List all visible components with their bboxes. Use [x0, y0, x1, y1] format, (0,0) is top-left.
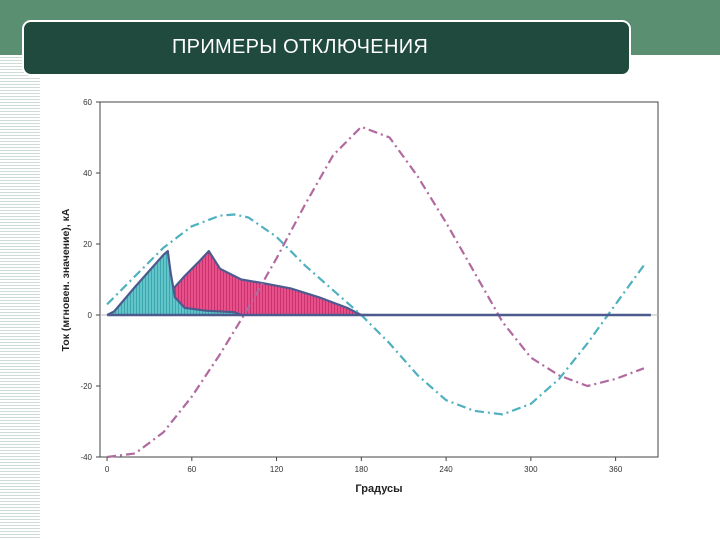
y-tick-label: 60: [83, 98, 92, 107]
y-tick-label: -40: [80, 453, 92, 462]
x-tick-label: 120: [270, 465, 284, 474]
x-tick-label: 360: [609, 465, 623, 474]
y-tick-label: 20: [83, 240, 92, 249]
series-teal-outline: [106, 250, 242, 317]
y-tick-label: 40: [83, 169, 92, 178]
series-purple-dashdot: [106, 125, 645, 459]
chart: 60 40 20 0 -20 -40 0 60 120 180 240 300 360 Градусы …: [45, 90, 675, 500]
slide-title: ПРИМЕРЫ ОТКЛЮЧЕНИЯ: [172, 36, 429, 58]
series-pink-outline: [162, 250, 369, 317]
series-teal-area: [107, 251, 242, 315]
y-tick-label: 0: [88, 311, 93, 320]
decorative-stripes: [0, 55, 40, 540]
x-tick-label: 180: [355, 465, 369, 474]
x-axis-label: Градусы: [355, 483, 402, 495]
title-bar: ПРИМЕРЫ ОТКЛЮЧЕНИЯ: [24, 22, 629, 74]
x-tick-label: 0: [105, 465, 110, 474]
x-tick-label: 240: [439, 465, 453, 474]
x-tick-label: 300: [524, 465, 538, 474]
plot-frame: [99, 101, 659, 458]
y-axis-label: Ток (мгновен. значение), кА: [60, 208, 72, 351]
y-tick-label: -20: [80, 382, 92, 391]
x-tick-label: 60: [187, 465, 196, 474]
series-pink-area: [163, 251, 369, 315]
